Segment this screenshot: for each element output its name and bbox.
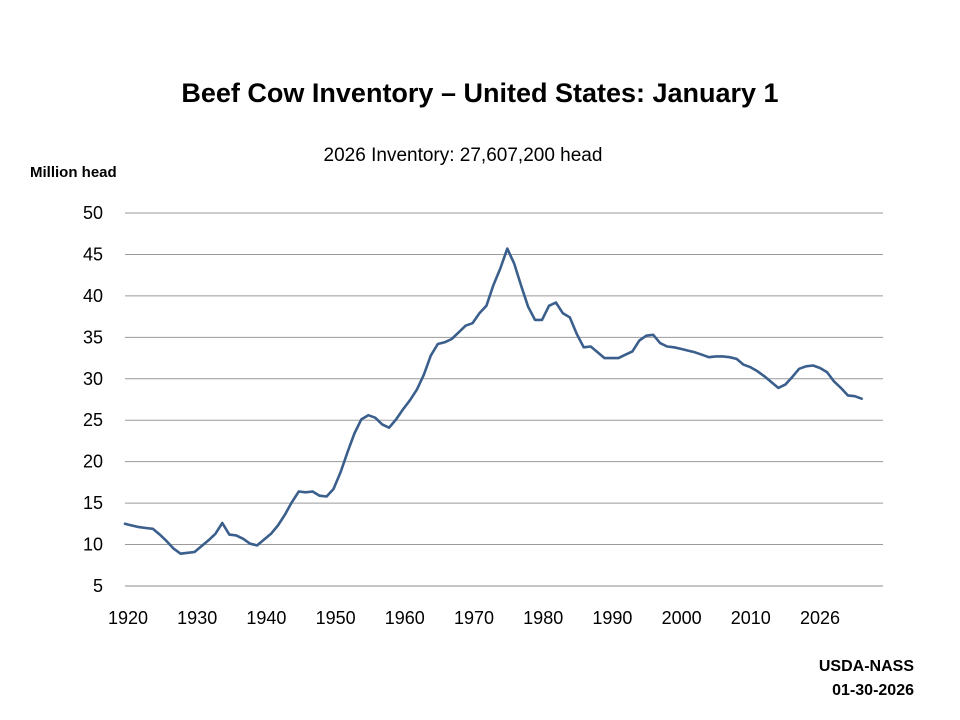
series-line xyxy=(123,247,864,556)
y-tick-label: 45 xyxy=(83,244,103,264)
x-tick-label: 1980 xyxy=(523,608,563,628)
x-tick-label: 2026 xyxy=(800,608,840,628)
y-tick-label: 30 xyxy=(83,369,103,389)
chart-subtitle: 2026 Inventory: 27,607,200 head xyxy=(323,145,603,166)
y-tick-label: 50 xyxy=(83,203,103,223)
x-tick-labels: 1920 1930 1940 1950 1960 1970 1980 1990 2000 2010… xyxy=(108,608,840,628)
y-tick-label: 5 xyxy=(93,576,103,596)
y-tick-label: 10 xyxy=(83,535,103,555)
x-tick-label: 1950 xyxy=(316,608,356,628)
grid-lines xyxy=(125,212,883,587)
series-lines xyxy=(123,247,864,556)
x-tick-label: 1940 xyxy=(246,608,286,628)
y-tick-labels: 5 10 15 20 25 30 35 40 45 50 xyxy=(83,203,103,596)
source-date: 01-30-2026 xyxy=(832,682,914,699)
x-tick-label: 2010 xyxy=(731,608,771,628)
x-tick-label: 1920 xyxy=(108,608,148,628)
x-tick-label: 1930 xyxy=(177,608,217,628)
source-note: USDA-NASS 01-30-2026 xyxy=(819,655,914,703)
x-tick-label: 2000 xyxy=(662,608,702,628)
y-tick-label: 20 xyxy=(83,452,103,472)
source-agency: USDA-NASS xyxy=(818,658,914,675)
chart-title: Beef Cow Inventory – United States: Janu… xyxy=(181,78,779,108)
y-axis-label: Million head xyxy=(30,164,117,181)
y-tick-label: 25 xyxy=(83,410,103,430)
y-tick-label: 40 xyxy=(83,286,103,306)
y-tick-label: 35 xyxy=(83,327,103,347)
x-tick-label: 1990 xyxy=(592,608,632,628)
x-tick-label: 1970 xyxy=(454,608,494,628)
x-tick-label: 1960 xyxy=(385,608,425,628)
y-tick-label: 15 xyxy=(83,493,103,513)
